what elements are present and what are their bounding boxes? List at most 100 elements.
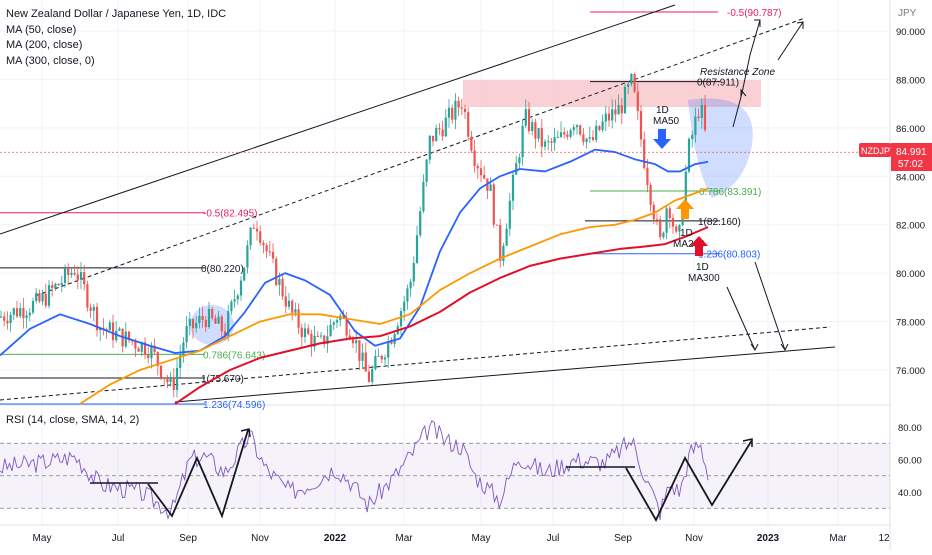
candle — [41, 289, 44, 306]
candle-body — [415, 235, 419, 263]
candle-body — [35, 292, 38, 301]
candle — [422, 174, 425, 214]
candle — [246, 240, 249, 274]
ma200-legend[interactable]: MA (200, close) — [6, 39, 83, 51]
candle — [265, 242, 268, 259]
candle — [35, 288, 38, 304]
candle-body — [489, 184, 492, 191]
rsi-zigzag-left — [147, 429, 249, 519]
candle-body — [649, 184, 652, 205]
candle — [425, 158, 428, 187]
candle — [358, 340, 361, 371]
candle-body — [313, 335, 316, 347]
candle — [230, 299, 233, 315]
candle — [185, 316, 188, 349]
candle — [249, 226, 252, 250]
chart-title[interactable]: New Zealand Dollar / Japanese Yen, 1D, I… — [6, 8, 227, 20]
candle-body — [278, 278, 281, 286]
candle-body — [127, 331, 131, 341]
price-tick-label: 84.000 — [896, 172, 925, 183]
candle — [105, 327, 108, 339]
candle — [505, 223, 508, 247]
candle-body — [191, 318, 195, 329]
projection-arrow-up-1 — [732, 19, 761, 128]
rsi-legend[interactable]: RSI (14, close, SMA, 14, 2) — [6, 414, 140, 426]
candle — [441, 120, 444, 141]
candle-body — [329, 324, 332, 337]
candle — [172, 368, 175, 398]
candle — [367, 364, 371, 383]
candle-body — [569, 130, 572, 137]
candle-body — [268, 251, 271, 253]
candle — [406, 284, 409, 310]
candle-body — [601, 121, 604, 131]
candle — [377, 348, 380, 357]
ma300-legend[interactable]: MA (300, close, 0) — [6, 54, 95, 67]
candle — [483, 166, 486, 180]
candle-body — [307, 328, 310, 334]
time-tick-label: 12 — [878, 533, 890, 544]
candle-body — [662, 232, 665, 238]
projection-arrow-down-2 — [754, 261, 786, 351]
candle — [620, 98, 623, 124]
candle — [329, 318, 332, 337]
candle-body — [457, 100, 460, 108]
candle-body — [556, 136, 559, 138]
fib-label-9: 1.236(74.596) — [203, 400, 265, 411]
candle-body — [364, 352, 367, 372]
candle-body — [495, 224, 499, 226]
candle-body — [441, 129, 444, 137]
candle-body — [691, 134, 694, 139]
candle — [44, 283, 47, 309]
candle — [0, 310, 3, 318]
rsi-tick-label: 40.00 — [898, 488, 922, 499]
candle — [447, 99, 451, 128]
candle — [9, 311, 12, 332]
candle — [636, 82, 639, 120]
fib-label-7: 0.786(76.643) — [203, 350, 265, 361]
candle-body — [435, 128, 438, 142]
ma300-line — [174, 226, 709, 405]
candle — [524, 99, 527, 129]
candle-body — [153, 345, 156, 353]
candle-body — [83, 272, 86, 285]
candle — [604, 105, 607, 131]
candle-body — [348, 335, 351, 340]
candle — [252, 223, 255, 230]
candle-body — [630, 74, 633, 85]
candle-body — [140, 342, 143, 352]
candle-body — [575, 125, 579, 128]
candle — [255, 220, 259, 241]
candle-body — [175, 367, 179, 390]
candle-body — [38, 292, 41, 302]
candle-body — [518, 157, 521, 164]
candle-body — [179, 355, 182, 368]
candle-body — [563, 132, 566, 135]
candle — [623, 83, 627, 114]
candle — [518, 153, 521, 169]
candle — [28, 308, 31, 322]
candle — [54, 282, 57, 291]
candle-body — [211, 308, 214, 319]
ma50-legend[interactable]: MA (50, close) — [6, 23, 77, 36]
candle-body — [236, 295, 239, 300]
candle-body — [47, 285, 51, 306]
candle-body — [595, 125, 598, 140]
candles-layer — [0, 72, 707, 398]
candle — [371, 364, 374, 386]
candle-body — [444, 117, 447, 137]
candle — [111, 314, 115, 348]
candle-body — [281, 278, 284, 297]
ma200-note-1: 1D — [680, 228, 693, 239]
candle-body — [351, 339, 355, 344]
candle-body — [508, 200, 511, 229]
candle — [236, 293, 239, 305]
candle-body — [655, 219, 659, 221]
candle — [387, 335, 390, 368]
candle-body — [79, 272, 83, 280]
candle — [57, 282, 60, 286]
candle-body — [54, 283, 57, 289]
candle — [25, 310, 28, 329]
